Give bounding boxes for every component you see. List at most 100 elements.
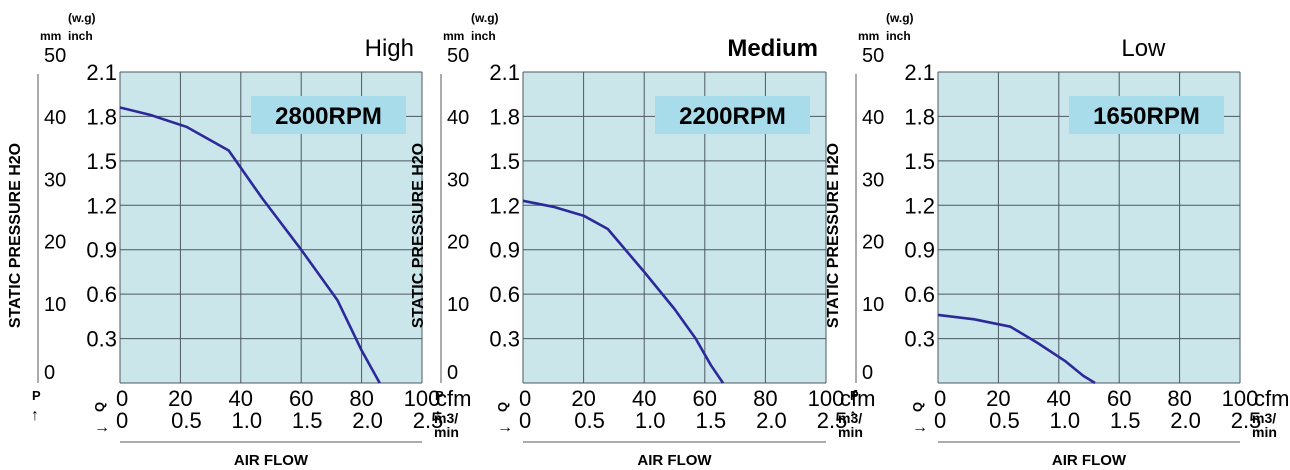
y-tick-label: 1.5 xyxy=(86,149,117,174)
y-tick-label: 2.1 xyxy=(86,60,117,85)
x-tick-label-cfm: 60 xyxy=(289,386,313,411)
y-tick-label: 0.6 xyxy=(904,282,935,307)
y-tick-label: 1.8 xyxy=(489,104,520,129)
mm-tick-label: 10 xyxy=(447,294,469,316)
y-unit-top: (w.g) xyxy=(886,11,914,25)
x-tick-label-cfm: 20 xyxy=(168,386,192,411)
x-tick-label-cfm: 60 xyxy=(1107,386,1131,411)
x-tick-label-m3min: 1.0 xyxy=(635,408,666,433)
x-tick-label-cfm: 0 xyxy=(116,386,128,411)
chart-panel-medium: 2200RPM Medium 0.3 0.6 0.9 1.2 1.5 1.8 2.1 0 10 20 3… xyxy=(410,11,875,469)
y-tick-label: 1.8 xyxy=(904,104,935,129)
right-arrow-icon: → xyxy=(912,419,928,436)
y-tick-label: 1.2 xyxy=(86,193,117,218)
q-symbol: Q xyxy=(495,402,510,412)
x2-unit-top: m3/ xyxy=(434,410,458,426)
y-axis-title: STATIC PRESSURE H2O xyxy=(7,143,24,328)
x-tick-label-cfm: 40 xyxy=(1047,386,1071,411)
grid xyxy=(522,71,827,384)
p-symbol: P xyxy=(850,388,859,403)
x-tick-label-m3min: 2.5 xyxy=(817,408,848,433)
right-arrow-icon: → xyxy=(497,419,513,436)
mm-tick-label: 30 xyxy=(44,169,66,191)
x-tick-label-cfm: 100 xyxy=(1222,386,1259,411)
x-tick-label-m3min: 1.5 xyxy=(1110,408,1141,433)
x-tick-label-cfm: 80 xyxy=(1167,386,1191,411)
y-unit-top: (w.g) xyxy=(68,11,96,25)
up-arrow-icon: ↑ xyxy=(434,407,442,424)
rpm-badge-box xyxy=(1069,96,1224,134)
y-tick-label: 0.6 xyxy=(489,282,520,307)
mm-tick-label: 10 xyxy=(44,294,66,316)
x-tick-label-m3min: 1.0 xyxy=(232,408,263,433)
grid xyxy=(937,71,1241,384)
x-tick-label-cfm: 20 xyxy=(986,386,1010,411)
y-unit-mm: mm xyxy=(443,29,464,43)
chart-panel-high: 2800RPM High 0.3 0.6 0.9 1.2 1.5 1.8 2.1 0 10 20 30 4… xyxy=(7,11,471,469)
x-axis-title: AIR FLOW xyxy=(637,452,712,469)
performance-curve xyxy=(937,313,1096,385)
mm-tick-label: 0 xyxy=(862,362,873,384)
mm-tick-label: 50 xyxy=(862,45,884,67)
x-tick-label-cfm: 80 xyxy=(349,386,373,411)
x-tick-label-m3min: 2.5 xyxy=(413,408,444,433)
y-tick-label: 0.6 xyxy=(86,282,117,307)
q-symbol: Q xyxy=(92,402,107,412)
x-unit-cfm: cfm xyxy=(840,386,875,411)
p-symbol: P xyxy=(435,388,444,403)
rpm-badge: 2800RPM xyxy=(275,103,382,130)
x-tick-label-m3min: 2.0 xyxy=(352,408,383,433)
x-tick-label-m3min: 0 xyxy=(519,408,531,433)
mm-tick-label: 20 xyxy=(44,232,66,254)
y-unit-mm: mm xyxy=(40,29,61,43)
y-tick-label: 0.3 xyxy=(489,327,520,352)
right-arrow-icon: → xyxy=(94,419,110,436)
x2-unit-bottom: min xyxy=(434,424,459,440)
mm-tick-label: 50 xyxy=(447,45,469,67)
mm-tick-label: 0 xyxy=(44,362,55,384)
mm-tick-label: 40 xyxy=(447,107,469,129)
x-tick-label-cfm: 100 xyxy=(404,386,441,411)
y-tick-label: 1.2 xyxy=(489,193,520,218)
mm-tick-label: 40 xyxy=(44,107,66,129)
x-tick-label-m3min: 0.5 xyxy=(171,408,202,433)
p-symbol: P xyxy=(32,388,41,403)
up-arrow-icon: ↑ xyxy=(849,407,857,424)
rpm-badge-box xyxy=(655,96,810,134)
x-tick-label-m3min: 0 xyxy=(934,408,946,433)
x-tick-label-m3min: 1.5 xyxy=(292,408,323,433)
mm-tick-label: 40 xyxy=(862,107,884,129)
rpm-badge: 1650RPM xyxy=(1093,103,1200,130)
x-tick-label-cfm: 20 xyxy=(571,386,595,411)
mm-tick-label: 10 xyxy=(862,294,884,316)
x-tick-label-cfm: 80 xyxy=(753,386,777,411)
chart-panel-low: 1650RPM Low 0.3 0.6 0.9 1.2 1.5 1.8 2.1 0 10 20 30 40… xyxy=(825,11,1289,469)
y-unit-top: (w.g) xyxy=(471,11,499,25)
y-axis-title: STATIC PRESSURE H2O xyxy=(410,143,427,328)
x-tick-label-cfm: 100 xyxy=(808,386,845,411)
x-tick-label-cfm: 0 xyxy=(934,386,946,411)
up-arrow-icon: ↑ xyxy=(31,407,39,424)
x-tick-label-m3min: 0.5 xyxy=(574,408,605,433)
y-unit-inch: inch xyxy=(471,29,496,43)
x-tick-label-m3min: 2.0 xyxy=(756,408,787,433)
x-tick-label-cfm: 40 xyxy=(632,386,656,411)
y-tick-label: 1.5 xyxy=(489,149,520,174)
mm-tick-label: 20 xyxy=(447,232,469,254)
y-tick-label: 0.9 xyxy=(489,238,520,263)
y-tick-label: 1.2 xyxy=(904,193,935,218)
performance-curve xyxy=(119,106,381,384)
x2-unit-bottom: min xyxy=(1252,424,1277,440)
y-unit-inch: inch xyxy=(886,29,911,43)
x-tick-label-cfm: 0 xyxy=(519,386,531,411)
x-tick-label-m3min: 2.5 xyxy=(1231,408,1262,433)
x2-unit-bottom: min xyxy=(838,424,863,440)
q-symbol: Q xyxy=(910,402,925,412)
y-unit-inch: inch xyxy=(68,29,93,43)
y-tick-label: 0.9 xyxy=(86,238,117,263)
x-tick-label-m3min: 1.0 xyxy=(1050,408,1081,433)
chart-title: Low xyxy=(1121,35,1166,62)
mm-tick-label: 20 xyxy=(862,232,884,254)
x-axis-title: AIR FLOW xyxy=(234,452,309,469)
